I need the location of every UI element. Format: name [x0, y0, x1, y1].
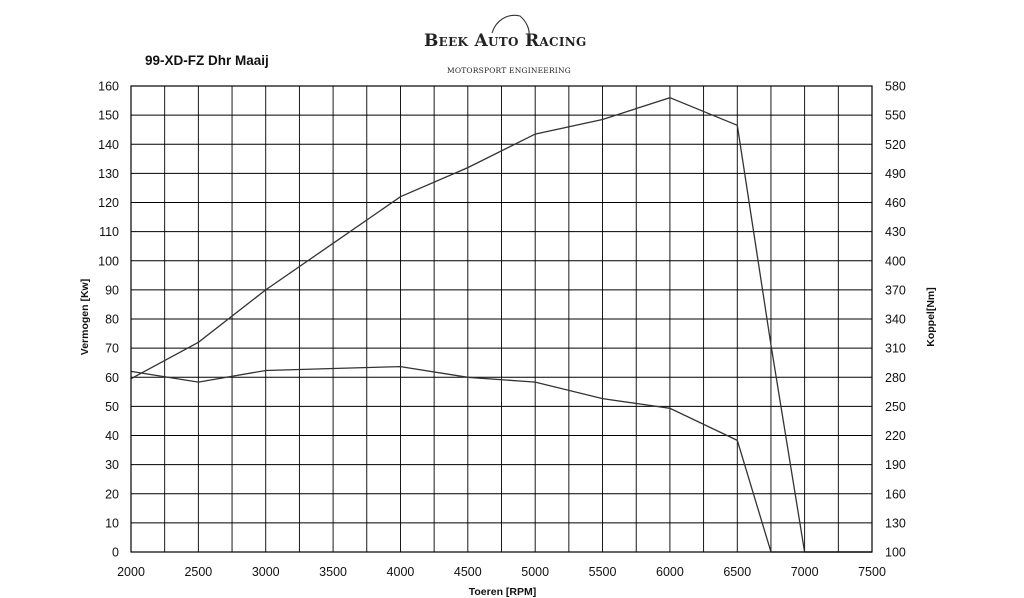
y-tick-label: 140	[98, 138, 119, 152]
y2-tick-label: 370	[885, 283, 906, 297]
x-axis-label: Toeren [RPM]	[469, 586, 536, 598]
x-tick-label: 2000	[117, 565, 145, 579]
y-tick-label: 130	[98, 167, 119, 181]
y-tick-label: 150	[98, 109, 119, 123]
y2-tick-label: 430	[885, 225, 906, 239]
y-tick-label: 50	[105, 400, 119, 414]
y-tick-label: 70	[105, 342, 119, 356]
y2-tick-label: 460	[885, 196, 906, 210]
plot-frame	[130, 85, 873, 553]
x-tick-label: 5500	[589, 565, 617, 579]
y-tick-label: 110	[99, 225, 119, 239]
y-tick-label: 160	[98, 80, 119, 94]
y-tick-label: 60	[105, 371, 119, 385]
y-tick-label: 10	[105, 516, 119, 530]
y-axis-label: Vermogen [Kw]	[79, 279, 91, 355]
y2-axis-label: Koppel[Nm]	[925, 287, 937, 347]
y2-tick-label: 130	[885, 516, 906, 530]
brand-logo-text: Beek Auto Racing	[424, 31, 587, 51]
y2-tick-label: 520	[885, 138, 906, 152]
y-tick-label: 80	[105, 313, 119, 327]
y-tick-label: 20	[105, 487, 119, 501]
x-tick-label: 7500	[858, 565, 886, 579]
y2-tick-label: 280	[885, 371, 906, 385]
y2-tick-label: 100	[885, 546, 906, 560]
x-tick-label: 6500	[723, 565, 751, 579]
chart-title: 99-XD-FZ Dhr Maaij	[145, 53, 269, 68]
y-tick-label: 40	[105, 429, 119, 443]
series-line-vermogen	[130, 97, 872, 553]
x-tick-label: 7000	[791, 565, 819, 579]
y2-tick-label: 550	[885, 109, 906, 123]
y2-tick-label: 220	[885, 429, 906, 443]
y2-tick-label: 160	[885, 487, 906, 501]
x-tick-label: 4000	[387, 565, 415, 579]
x-tick-label: 2500	[184, 565, 212, 579]
x-tick-label: 6000	[656, 565, 684, 579]
x-tick-label: 5000	[521, 565, 549, 579]
brand-tagline: MOTORSPORT ENGINEERING	[447, 66, 571, 75]
y-tick-label: 120	[98, 196, 119, 210]
y-tick-label: 0	[112, 546, 119, 560]
y2-tick-label: 250	[885, 400, 906, 414]
y2-tick-label: 400	[885, 254, 906, 268]
x-tick-label: 4500	[454, 565, 482, 579]
y2-tick-label: 580	[885, 80, 906, 94]
y-tick-label: 100	[98, 254, 119, 268]
x-tick-label: 3000	[252, 565, 280, 579]
y-tick-label: 90	[105, 283, 119, 297]
y2-tick-label: 190	[885, 458, 906, 472]
y2-tick-label: 490	[885, 167, 906, 181]
y2-tick-label: 310	[885, 342, 906, 356]
y2-tick-label: 340	[885, 313, 906, 327]
y-tick-label: 30	[105, 458, 119, 472]
x-tick-label: 3500	[319, 565, 347, 579]
